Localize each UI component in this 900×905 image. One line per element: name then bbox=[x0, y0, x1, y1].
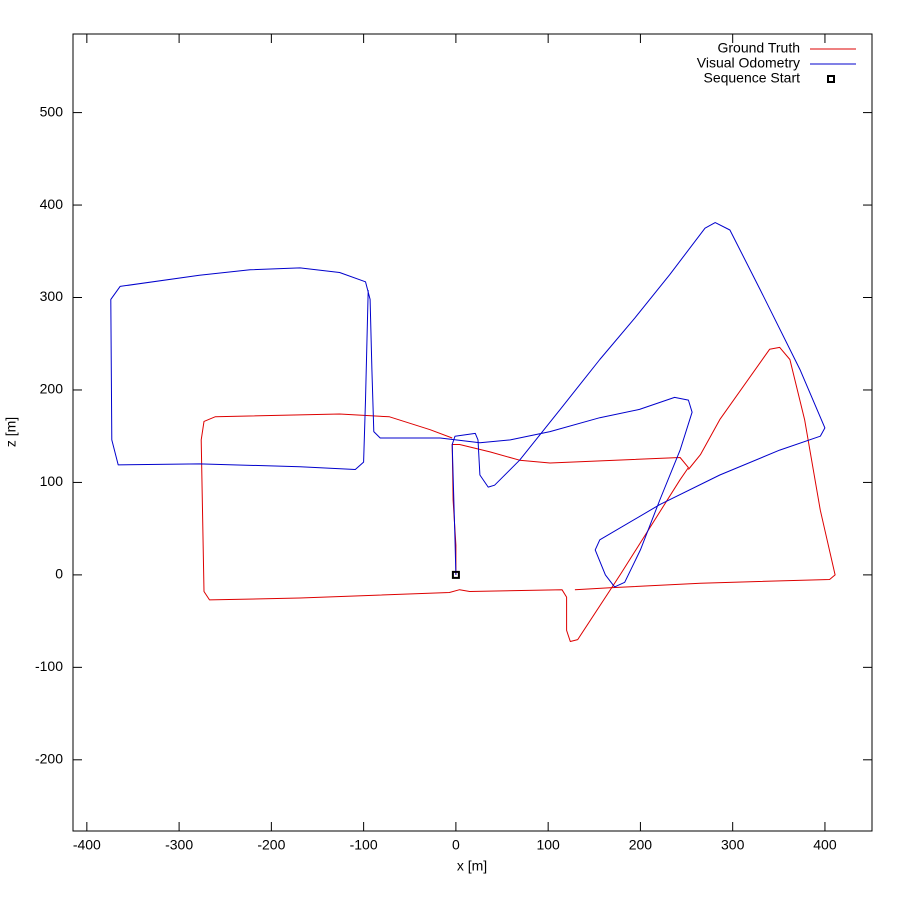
start-marker bbox=[451, 570, 460, 579]
x-tick-label: -100 bbox=[350, 837, 378, 853]
trajectory-line bbox=[574, 346, 836, 591]
y-tick-label: 300 bbox=[40, 288, 64, 304]
legend-marker bbox=[827, 75, 835, 83]
x-tick-label: -400 bbox=[73, 837, 101, 853]
y-tick-label: 400 bbox=[40, 196, 64, 212]
x-tick-label: 100 bbox=[536, 837, 560, 853]
x-tick-label: 200 bbox=[629, 837, 653, 853]
x-tick-label: -200 bbox=[257, 837, 285, 853]
trajectory-line bbox=[110, 222, 826, 588]
y-tick-label: -200 bbox=[35, 751, 63, 767]
x-axis-label: x [m] bbox=[457, 858, 487, 874]
x-tick-label: -300 bbox=[165, 837, 193, 853]
y-tick-label: 200 bbox=[40, 381, 64, 397]
y-tick-label: 100 bbox=[40, 473, 64, 489]
x-tick-label: 0 bbox=[452, 837, 460, 853]
legend-label: Sequence Start bbox=[703, 70, 800, 86]
y-tick-label: -100 bbox=[35, 658, 63, 674]
y-tick-label: 500 bbox=[40, 103, 64, 119]
trajectory-line bbox=[200, 413, 689, 642]
y-tick-label: 0 bbox=[55, 566, 63, 582]
legend-label: Ground Truth bbox=[718, 40, 801, 56]
x-tick-label: 300 bbox=[721, 837, 745, 853]
y-axis-label: z [m] bbox=[3, 417, 19, 447]
x-tick-label: 400 bbox=[813, 837, 837, 853]
plot-border bbox=[72, 33, 873, 832]
legend-label: Visual Odometry bbox=[697, 55, 800, 71]
